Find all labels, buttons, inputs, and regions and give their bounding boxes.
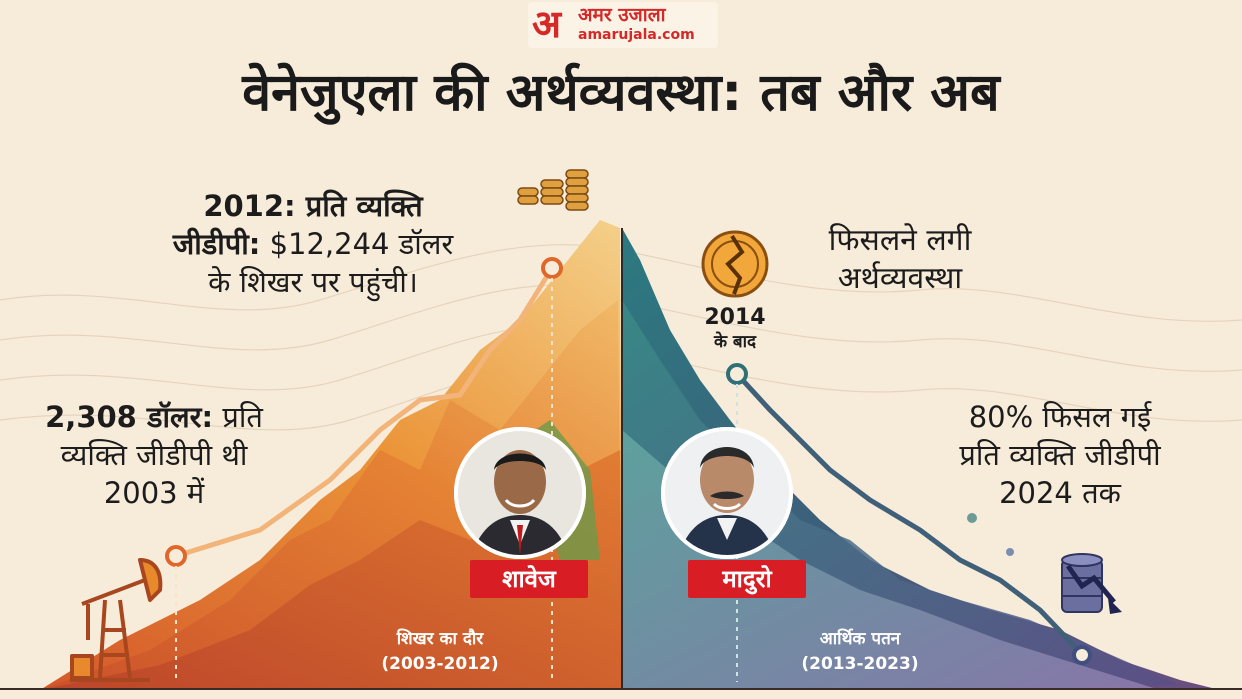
slip-line-1: फिसलने लगी	[828, 223, 972, 258]
start-line-2: व्यक्ति जीडीपी थी	[60, 438, 248, 472]
page-title: वेनेजुएला की अर्थव्यवस्था: तब और अब	[242, 63, 1000, 123]
start-line-1-bold: 2,308 डॉलर:	[45, 400, 214, 434]
decline-era-title: आर्थिक पतन	[819, 629, 901, 649]
drop-annotation: 80% फिसल गई प्रति व्यक्ति जीडीपी 2024 तक	[930, 398, 1190, 512]
oil-barrel-decline-icon	[1061, 553, 1122, 614]
start-line-3: 2003 में	[103, 476, 205, 510]
peak-line-1: 2012: प्रति व्यक्ति	[203, 189, 423, 223]
amarujala-logo[interactable]: अ अमर उजाला amarujala.com	[528, 2, 718, 48]
peak-line-2: जीडीपी: $12,244 डॉलर	[128, 225, 498, 263]
peak-line-3: के शिखर पर पहुंची।	[208, 265, 418, 299]
oil-pump-icon	[70, 558, 163, 682]
coin-stack-icon	[517, 169, 589, 211]
peak-line-2-bold: जीडीपी:	[172, 227, 261, 261]
chavez-name-badge: शावेज	[470, 560, 588, 598]
start-line-1: 2,308 डॉलर: प्रति	[4, 398, 304, 436]
year-2014-line-1: 2014	[704, 305, 766, 330]
year-2014-line-2: के बाद	[713, 332, 757, 352]
peak-line-2-rest: $12,244 डॉलर	[260, 227, 454, 261]
maduro-name-badge: मादुरो	[688, 560, 806, 598]
drop-line-1: 80% फिसल गई	[968, 400, 1152, 434]
maduro-portrait	[661, 427, 793, 559]
chavez-portrait	[454, 427, 586, 559]
decline-era-label: आर्थिक पतन (2013-2023)	[760, 627, 960, 677]
start-annotation: 2,308 डॉलर: प्रति व्यक्ति जीडीपी थी 2003…	[4, 398, 304, 512]
slip-line-2: अर्थव्यवस्था	[837, 261, 963, 296]
slip-annotation: फिसलने लगी अर्थव्यवस्था	[770, 222, 1030, 298]
broken-coin-icon	[701, 230, 769, 298]
year-2014-label: 2014 के बाद	[690, 306, 780, 354]
logo-mark: अ	[532, 2, 562, 46]
peak-era-label: शिखर का दौर (2003-2012)	[340, 627, 540, 677]
decline-era-years: (2013-2023)	[801, 654, 919, 674]
peak-annotation: 2012: प्रति व्यक्ति जीडीपी: $12,244 डॉलर…	[128, 187, 498, 301]
logo-hindi-text: अमर उजाला	[578, 4, 666, 26]
drop-line-3: 2024 तक	[999, 476, 1121, 510]
peak-era-years: (2003-2012)	[381, 654, 499, 674]
logo-english-text: amarujala.com	[578, 27, 695, 43]
drop-line-2: प्रति व्यक्ति जीडीपी	[959, 438, 1161, 472]
peak-era-title: शिखर का दौर	[396, 629, 484, 649]
start-line-1-rest: प्रति	[213, 400, 263, 434]
